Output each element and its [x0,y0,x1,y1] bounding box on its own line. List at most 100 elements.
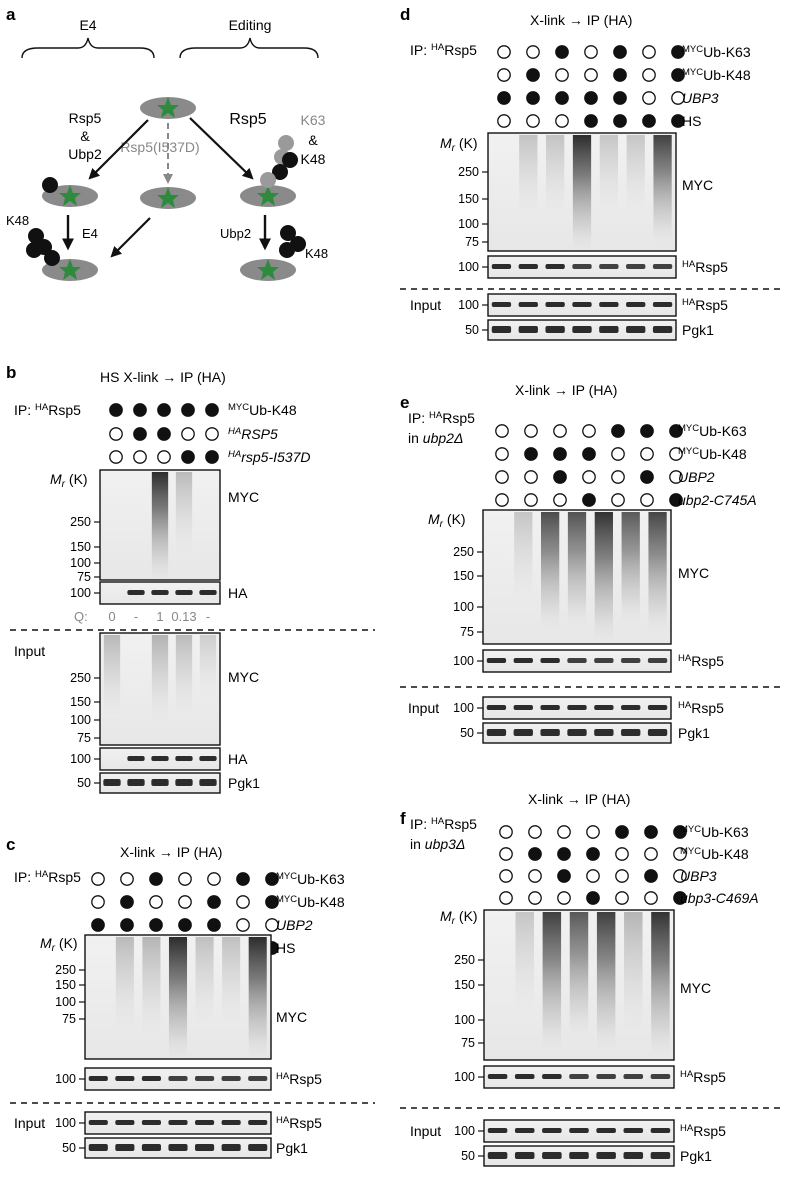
ha-label: HA [228,585,248,601]
ip-in: in [408,430,423,446]
row-label-4-main: HS [682,113,701,129]
row-1-dot-2 [133,403,147,417]
row-3-dot-4 [181,450,195,464]
ip-ha-band-lane-2 [127,590,145,595]
mr-label-unit: (K) [55,935,78,951]
row-2-dot-6 [644,847,658,861]
row-label-2: HARSP5 [228,426,278,442]
panel-c-western: c X-link → IP (HA)IP: HARsp5 MYCUb-K63MYCU… [6,835,375,1159]
row-label-1: MYCUb-K63 [678,423,747,439]
pgk1-tick-label: 50 [465,323,479,337]
row-2-dot-1 [91,895,105,909]
input-rsp5-band-lane-4 [569,1128,589,1133]
panel-title: X-link → IP (HA) [515,382,617,398]
ip-rsp5-band-lane-7 [248,1076,268,1081]
row-label-4-main: ubp3-C469A [680,890,759,906]
ip-sup: HA [429,410,443,421]
row-2-dot-5 [613,68,627,82]
ip-myc-smear-lane-7 [651,912,670,1055]
input-myc-smear-lane-3 [151,635,169,721]
ip-myc-smear-lane-7 [248,937,267,1057]
row-1-dot-3 [557,825,571,839]
ip-rsp5-label-sup: HA [682,259,696,270]
pgk1-band-lane-4 [572,326,592,333]
input-rsp5-label-main: Rsp5 [289,1115,322,1131]
row-3-dot-5 [613,91,627,105]
ip-myc-tick-label-1: 250 [453,545,474,559]
substrate-edited-k48 [240,225,306,281]
rsp5-label: Rsp5 [229,111,266,128]
panel-d-western: d X-link → IP (HA)IP: HARsp5 MYCUb-K63MYCU… [400,5,782,341]
row-3-dot-3 [557,869,571,883]
pgk1-tick-label: 50 [77,776,91,790]
mr-label-sub: r [62,479,66,490]
ip-myc-tick-label-4: 75 [62,1012,76,1026]
mr-label: Mr (K) [50,471,88,490]
pgk1-band-lane-5 [599,326,619,333]
ip-rsp5-tick-label: 100 [453,654,474,668]
row-label-1-main: Ub-K63 [699,423,747,439]
ip-prefix: IP: [410,42,431,58]
row-label-2-sup: MYC [678,446,699,457]
ip-rsp5-label: HARsp5 [276,1071,322,1087]
row-label-1: MYCUb-K63 [276,871,345,887]
pgk1-band-lane-3 [540,729,560,736]
input-rsp5-band-lane-3 [542,1128,562,1133]
input-rsp5-label-main: Rsp5 [693,1123,726,1139]
ip-protein: Rsp5 [48,869,81,885]
ip-myc-tick-label-3: 100 [70,556,91,570]
input-rsp5-band-lane-1 [486,705,507,710]
row-2-dot-2 [528,847,542,861]
row-2-dot-4 [178,895,192,909]
ip-myc-smear-lane-6 [621,512,640,622]
row-label-2-main: Ub-K48 [699,446,747,462]
input-rsp5-label-main: Rsp5 [691,700,724,716]
ip-rsp5-band-lane-1 [88,1076,108,1081]
ip-ha-tick-label: 100 [70,586,91,600]
pgk1-band-lane-1 [103,779,121,786]
ip-strain-line: in ubp3Δ [410,836,465,852]
pgk1-band-lane-5 [199,779,217,786]
row-2-dot-5 [205,427,219,441]
mr-label-unit: (K) [65,471,88,487]
pgk1-band-lane-5 [195,1144,215,1151]
panel-title: X-link → IP (HA) [120,844,222,860]
ip-myc-smear-lane-6 [222,937,241,1022]
row-1-dot-7 [265,872,279,886]
row-3-dot-2 [526,91,540,105]
ip-rsp5-band-lane-1 [486,658,507,663]
row-1-dot-2 [524,424,538,438]
row-label-2: MYCUb-K48 [678,446,747,462]
row-label-3: UBP3 [680,868,717,884]
row-3-dot-3 [157,450,171,464]
row-2-dot-4 [582,447,596,461]
pgk1-band-lane-6 [621,729,641,736]
input-rsp5-label-sup: HA [678,700,692,711]
editing-brace [179,37,319,59]
row-4-dot-4 [584,114,598,128]
row-1-dot-2 [526,45,540,59]
ip-rsp5-band-lane-7 [650,1074,671,1079]
ip-myc-tick-label-2: 150 [70,540,91,554]
input-ha-band-lane-2 [127,756,145,761]
ip-myc-smear-lane-7 [653,135,672,242]
mutant-label: Rsp5(I537D) [120,139,199,155]
ip-protein: Rsp5 [444,816,477,832]
ip-myc-tick-label-2: 150 [55,978,76,992]
ip-myc-smear-lane-3 [151,472,169,578]
ip-strain-line: in ubp2Δ [408,430,463,446]
ip-myc-smear-lane-2 [519,135,538,214]
input-rsp5-band-lane-7 [248,1120,268,1125]
panel-letter: e [400,393,409,412]
pgk1-band-lane-4 [168,1144,188,1151]
row-label-3-sup: HA [228,449,241,460]
ip-rsp5-tick-label: 100 [454,1070,475,1084]
row-2-dot-2 [526,68,540,82]
row-label-4-main: ubp2-C745A [678,492,757,508]
mr-label-m: M [40,935,52,951]
row-4-dot-2 [524,493,538,507]
substrate-mutant [140,187,196,209]
input-ha-band-lane-4 [175,756,193,761]
